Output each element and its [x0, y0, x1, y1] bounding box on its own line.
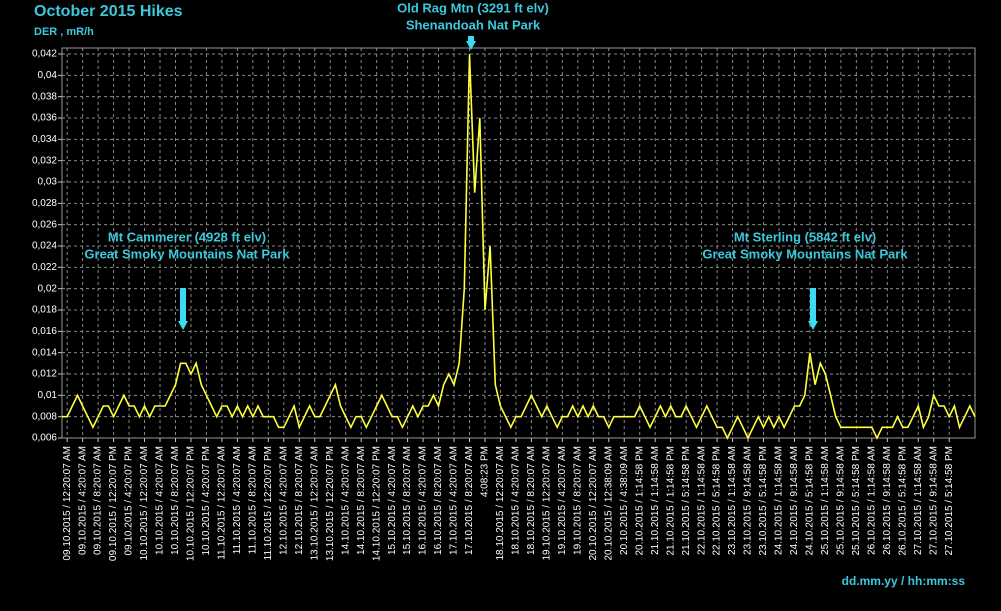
x-tick-label: 09.10.2015 / 12:20:07 AM: [62, 446, 73, 561]
x-tick-label: 4:08:23 PM: [480, 446, 491, 497]
x-tick-label: 24.10.2015 / 5:14:58 PM: [805, 446, 816, 556]
x-tick-label: 10.10.2015 / 12:20:07 PM: [186, 446, 197, 561]
x-tick-label: 16.10.2015 / 4:20:07 AM: [418, 446, 429, 555]
x-tick-label: 21.10.2015 / 1:14:58 PM: [665, 446, 676, 556]
y-tick-label: 0,01: [38, 390, 58, 401]
x-tick-label: 17.10.2015 / 4:20:07 AM: [449, 446, 460, 555]
x-tick-label: 13.10.2015 / 12:20:07 PM: [325, 446, 336, 561]
x-tick-label: 20.10.2015 / 1:14:58 PM: [634, 446, 645, 556]
y-tick-label: 0,014: [32, 347, 57, 358]
x-tick-label: 26.10.2015 / 5:14:58 PM: [897, 446, 908, 556]
x-tick-label: 19.10.2015 / 12:20:07 AM: [542, 446, 553, 561]
x-tick-label: 14.10.2015 / 12:20:07 PM: [371, 446, 382, 561]
x-tick-label: 27.10.2015 / 1:14:58 AM: [913, 446, 924, 555]
x-tick-label: 09.10.2015 / 8:20:07 AM: [93, 446, 104, 555]
x-tick-label: 20.10.2015 / 12:38:09 AM: [603, 446, 614, 561]
x-axis-label: dd.mm.yy / hh:mm:ss: [842, 574, 966, 588]
y-tick-label: 0,02: [38, 283, 58, 294]
chart-title: October 2015 Hikes: [34, 3, 183, 20]
x-tick-label: 21.10.2015 / 5:14:58 PM: [681, 446, 692, 556]
x-tick-label: 18.10.2015 / 8:20:07 AM: [526, 446, 537, 555]
x-tick-label: 27.10.2015 / 5:14:58 PM: [944, 446, 955, 556]
x-tick-label: 10.10.2015 / 4:20:07 PM: [201, 446, 212, 556]
x-tick-label: 25.10.2015 / 5:14:58 PM: [851, 446, 862, 556]
y-tick-label: 0,012: [32, 369, 57, 380]
y-tick-label: 0,026: [32, 219, 57, 230]
x-tick-label: 23.10.2015 / 1:14:58 AM: [727, 446, 738, 555]
annotation-text: Mt Sterling (5842 ft elv): [734, 229, 876, 244]
x-tick-label: 20.10.2015 / 4:38:09 AM: [619, 446, 630, 555]
x-tick-label: 20.10.2015 / 12:20:07 AM: [588, 446, 599, 561]
annotation-arrowhead: [178, 321, 188, 330]
x-tick-label: 16.10.2015 / 8:20:07 AM: [433, 446, 444, 555]
y-tick-label: 0,016: [32, 326, 57, 337]
y-tick-label: 0,032: [32, 155, 57, 166]
x-tick-label: 26.10.2015 / 9:14:58 AM: [882, 446, 893, 555]
x-tick-label: 11.10.2015 / 12:20:07 AM: [217, 446, 228, 560]
x-tick-label: 09.10.2015 / 12:20:07 PM: [108, 446, 119, 561]
x-tick-label: 19.10.2015 / 4:20:07 AM: [557, 446, 568, 555]
x-tick-label: 24.10.2015 / 1:14:58 AM: [774, 446, 785, 555]
x-tick-label: 24.10.2015 / 9:14:58 AM: [789, 446, 800, 555]
x-tick-label: 26.10.2015 / 1:14:58 AM: [866, 446, 877, 555]
x-tick-label: 12.10.2015 / 4:20:07 AM: [278, 446, 289, 555]
x-tick-label: 14.10.2015 / 4:20:07 AM: [340, 446, 351, 555]
annotation-text: Great Smoky Mountains Nat Park: [84, 246, 290, 261]
annotation-arrowhead: [808, 321, 818, 330]
x-tick-label: 14.10.2015 / 8:20:07 AM: [356, 446, 367, 555]
y-tick-label: 0,042: [32, 49, 57, 60]
x-tick-label: 12.10.2015 / 8:20:07 AM: [294, 446, 305, 555]
x-tick-label: 23.10.2015 / 9:14:58 AM: [743, 446, 754, 555]
annotation-text: Shenandoah Nat Park: [406, 17, 541, 32]
y-tick-label: 0,038: [32, 91, 57, 102]
data-line: [62, 53, 976, 440]
x-tick-label: 15.10.2015 / 4:20:07 AM: [387, 446, 398, 555]
x-tick-label: 13.10.2015 / 12:20:07 AM: [309, 446, 320, 561]
y-tick-label: 0,008: [32, 411, 57, 422]
y-axis-label: DER , mR/h: [34, 26, 94, 38]
y-tick-label: 0,036: [32, 113, 57, 124]
y-tick-label: 0,024: [32, 241, 57, 252]
annotation-arrow: [810, 288, 816, 322]
x-tick-label: 23.10.2015 / 5:14:58 PM: [758, 446, 769, 556]
x-tick-label: 10.10.2015 / 4:20:07 AM: [155, 446, 166, 555]
x-tick-label: 11.10.2015 / 12:20:07 PM: [263, 446, 274, 560]
x-tick-label: 11.10.2015 / 8:20:07 AM: [247, 446, 258, 554]
annotation-arrow: [180, 288, 186, 322]
y-tick-label: 0,034: [32, 134, 57, 145]
x-tick-label: 27.10.2015 / 9:14:58 AM: [928, 446, 939, 555]
x-tick-label: 17.10.2015 / 8:20:07 AM: [464, 446, 475, 555]
y-tick-label: 0,03: [38, 177, 58, 188]
y-tick-label: 0,028: [32, 198, 57, 209]
x-tick-label: 22.10.2015 / 1:14:58 AM: [696, 446, 707, 555]
x-tick-label: 21.10.2015 / 1:14:58 AM: [650, 446, 661, 555]
annotation-text: Old Rag Mtn (3291 ft elv): [397, 0, 549, 15]
y-tick-label: 0,018: [32, 305, 57, 316]
x-tick-label: 10.10.2015 / 12:20:07 AM: [139, 446, 150, 561]
x-tick-label: 15.10.2015 / 8:20:07 AM: [402, 446, 413, 555]
x-tick-label: 19.10.2015 / 8:20:07 AM: [572, 446, 583, 555]
x-tick-label: 10.10.2015 / 8:20:07 AM: [170, 446, 181, 555]
x-tick-label: 09.10.2015 / 4:20:07 PM: [124, 446, 135, 556]
plot-frame: [61, 47, 976, 439]
x-tick-label: 18.10.2015 / 12:20:07 AM: [495, 446, 506, 561]
x-tick-label: 11.10.2015 / 4:20:07 AM: [232, 446, 243, 554]
x-tick-label: 09.10.2015 / 4:20:07 AM: [77, 446, 88, 555]
x-tick-label: 25.10.2015 / 9:14:58 AM: [836, 446, 847, 555]
x-tick-label: 22.10.2015 / 5:14:58 PM: [712, 446, 723, 556]
y-tick-label: 0,006: [32, 433, 57, 444]
annotation-arrow: [468, 36, 474, 42]
annotation-arrowhead: [466, 41, 476, 50]
x-tick-label: 25.10.2015 / 1:14:58 AM: [820, 446, 831, 555]
annotation-text: Great Smoky Mountains Nat Park: [702, 246, 908, 261]
annotation-text: Mt Cammerer (4928 ft elv): [108, 229, 266, 244]
y-tick-label: 0,04: [38, 70, 58, 81]
y-tick-label: 0,022: [32, 262, 57, 273]
x-tick-label: 18.10.2015 / 4:20:07 AM: [511, 446, 522, 555]
